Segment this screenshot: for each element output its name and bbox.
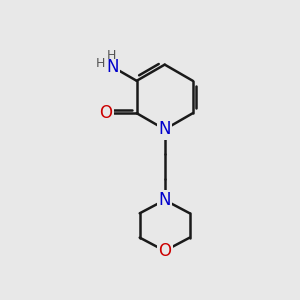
Text: N: N <box>158 120 171 138</box>
Text: O: O <box>99 104 112 122</box>
Text: N: N <box>106 58 119 76</box>
Text: H: H <box>106 49 116 62</box>
Text: H: H <box>95 57 105 70</box>
Text: O: O <box>158 242 171 260</box>
Text: N: N <box>158 191 171 209</box>
